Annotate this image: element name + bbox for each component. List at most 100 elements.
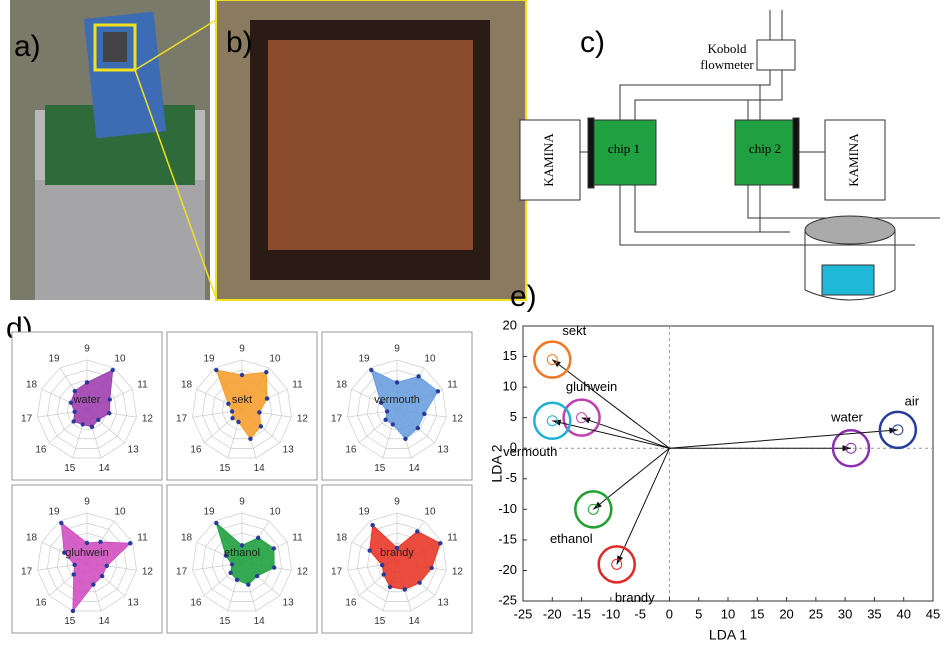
x-tick-label: 5: [695, 606, 702, 621]
axis-label: 17: [176, 413, 188, 424]
radar-point: [382, 572, 386, 576]
axis-label: 17: [331, 566, 343, 577]
y-tick-label: 15: [503, 348, 517, 363]
y-tick-label: -10: [498, 501, 517, 516]
axis-label: 17: [331, 413, 343, 424]
radar-point: [272, 546, 276, 550]
axis-label: 13: [438, 445, 450, 456]
radar-point: [370, 523, 374, 527]
chip-label: chip 2: [749, 141, 781, 156]
cluster-ring: [575, 491, 611, 527]
axis-label: 14: [409, 616, 421, 627]
axis-label: 16: [190, 445, 202, 456]
axis-label: 19: [48, 506, 60, 517]
axis-label: 16: [190, 598, 202, 609]
radar-point: [81, 422, 85, 426]
axis-label: 13: [128, 445, 140, 456]
y-tick-label: -25: [498, 592, 517, 607]
radar-point: [391, 422, 395, 426]
radar-point: [72, 410, 76, 414]
radar-point: [395, 380, 399, 384]
x-tick-label: -25: [514, 606, 533, 621]
axis-label: 10: [114, 506, 126, 517]
axis-label: 17: [21, 413, 33, 424]
axis-label: 16: [345, 598, 357, 609]
cluster-label: gluhwein: [566, 379, 617, 394]
radar-point: [100, 574, 104, 578]
axis-label: 14: [99, 616, 111, 627]
radar-point: [264, 370, 268, 374]
radar-point: [417, 580, 421, 584]
axis-label: 19: [203, 353, 215, 364]
axis-label: 11: [292, 379, 303, 390]
axis-label: 9: [394, 344, 400, 355]
radar-point: [256, 536, 260, 540]
arrow: [593, 448, 669, 509]
axis-label: 14: [254, 463, 266, 474]
radar-point: [422, 412, 426, 416]
axis-label: 17: [21, 566, 33, 577]
flowmeter-label: Kobold: [708, 41, 748, 56]
radar-point: [230, 562, 234, 566]
x-tick-label: -10: [601, 606, 620, 621]
axis-label: 11: [447, 532, 458, 543]
x-tick-label: 25: [809, 606, 823, 621]
x-tick-label: 20: [779, 606, 793, 621]
cluster-label: ethanol: [550, 531, 593, 546]
series-name: ethanol: [224, 547, 260, 559]
y-tick-label: -5: [505, 470, 517, 485]
axis-label: 12: [452, 566, 464, 577]
axis-label: 10: [114, 353, 126, 364]
y-tick-label: 20: [503, 317, 517, 332]
cluster-label: brandy: [615, 590, 655, 605]
radar-point: [259, 424, 263, 428]
radar-point: [73, 389, 77, 393]
radar-point: [96, 418, 100, 422]
radar-point: [438, 541, 442, 545]
axis-label: 18: [181, 379, 193, 390]
radar-point: [230, 416, 234, 420]
axis-label: 13: [438, 598, 450, 609]
x-tick-label: 15: [750, 606, 764, 621]
axis-label: 12: [297, 413, 309, 424]
radar-point: [246, 582, 250, 586]
axis-label: 19: [203, 506, 215, 517]
radar-point: [388, 585, 392, 589]
radar-point: [59, 521, 63, 525]
axis-label: 14: [409, 463, 421, 474]
radar-point: [416, 426, 420, 430]
axis-label: 15: [374, 616, 386, 627]
arrow-head: [593, 502, 602, 510]
axis-label: 10: [424, 506, 436, 517]
y-tick-label: 10: [503, 379, 517, 394]
radar-point: [228, 571, 232, 575]
radar-point: [368, 548, 372, 552]
radar-point: [236, 420, 240, 424]
axis-label: 12: [452, 413, 464, 424]
cluster-label: sekt: [562, 323, 586, 338]
radar-point: [108, 397, 112, 401]
radar-point: [85, 380, 89, 384]
radar-point: [416, 374, 420, 378]
axis-label: 16: [35, 445, 47, 456]
radar-point: [403, 587, 407, 591]
kamina-label: KAMINA: [846, 133, 861, 187]
axis-label: 10: [269, 353, 281, 364]
axis-label: 17: [176, 566, 188, 577]
radar-point: [436, 389, 440, 393]
axis-label: 12: [142, 566, 154, 577]
arrow: [669, 430, 897, 448]
radar-point: [272, 565, 276, 569]
axis-label: 18: [336, 532, 348, 543]
axis-label: 12: [297, 566, 309, 577]
flowmeter-label: flowmeter: [700, 57, 754, 72]
radar-point: [265, 396, 269, 400]
axis-label: 15: [374, 463, 386, 474]
radar-point: [383, 418, 387, 422]
radar-point: [214, 521, 218, 525]
plot-frame: [523, 326, 933, 601]
axis-label: 9: [84, 344, 90, 355]
radar-point: [255, 574, 259, 578]
radar-point: [385, 409, 389, 413]
x-tick-label: -5: [634, 606, 646, 621]
